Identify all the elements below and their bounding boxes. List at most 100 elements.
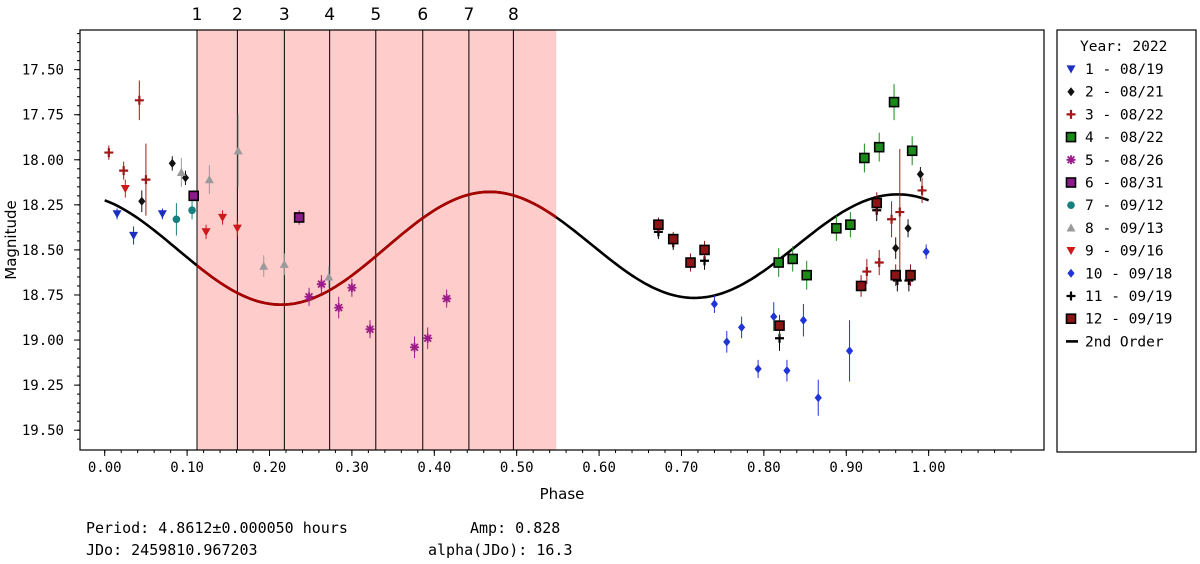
- data-point: [773, 257, 784, 268]
- x-tick-label: 0.70: [665, 460, 699, 476]
- legend-label-11: 11 - 09/19: [1085, 289, 1172, 305]
- series-5: [304, 275, 452, 359]
- legend-label-8: 8 - 09/13: [1085, 221, 1164, 237]
- legend-label-6: 6 - 08/31: [1085, 176, 1164, 192]
- data-point: [783, 366, 791, 376]
- data-point: [365, 324, 375, 334]
- series-7: [172, 201, 196, 236]
- data-point: [862, 267, 872, 277]
- data-point: [279, 259, 289, 268]
- data-point: [699, 244, 710, 256]
- data-point: [855, 280, 867, 292]
- y-tick-label: 18.00: [22, 153, 64, 169]
- marker-lines-layer: 1 2 3 4 5 6 7 8: [192, 5, 519, 450]
- data-point: [259, 261, 269, 270]
- y-tick-label: 19.50: [22, 423, 64, 439]
- series-8: [176, 114, 334, 288]
- x-axis: 0.00 0.10 0.20 0.30 0.40 0.50 0.60 0.70 0.80 0.90…: [88, 450, 1012, 476]
- data-points-layer: [104, 80, 930, 416]
- y-tick-label: 18.75: [22, 288, 64, 304]
- y-axis: 17.50 17.75 18.00 18.25 18.50 18.75 19.00 19.25…: [22, 33, 80, 440]
- legend-label-10: 10 - 09/18: [1085, 266, 1172, 282]
- data-point: [887, 214, 897, 224]
- y-tick-label: 19.00: [22, 333, 64, 349]
- legend-marker-4: [1065, 131, 1077, 143]
- amp-text: Amp: 0.828: [470, 519, 561, 537]
- y-axis-label: Magnitude: [2, 200, 20, 279]
- fit-curve-highlight: [196, 190, 557, 306]
- series-12: [653, 192, 916, 337]
- legend-label-3: 3 - 08/22: [1085, 107, 1164, 123]
- data-point: [895, 207, 905, 217]
- data-point: [831, 222, 842, 234]
- data-point: [845, 346, 854, 356]
- data-point: [293, 212, 305, 223]
- y-tick-label: 18.25: [22, 198, 64, 214]
- data-point: [138, 196, 146, 206]
- legend-marker-6: [1065, 177, 1077, 188]
- marker-label-6: 6: [417, 5, 428, 25]
- legend-label-12: 12 - 09/19: [1085, 312, 1172, 328]
- data-point: [119, 166, 129, 176]
- data-point: [423, 333, 433, 343]
- legend-label-5: 5 - 08/26: [1085, 153, 1164, 169]
- x-tick-label: 0.90: [829, 460, 863, 476]
- data-point: [324, 272, 334, 281]
- legend-label-1: 1 - 08/19: [1085, 62, 1164, 78]
- data-point: [710, 299, 719, 309]
- data-point: [685, 257, 696, 268]
- y-tick-label: 17.75: [22, 108, 64, 124]
- x-tick-label: 0.60: [582, 460, 616, 476]
- marker-label-3: 3: [279, 5, 290, 25]
- data-point: [845, 219, 856, 230]
- data-point: [774, 320, 785, 331]
- data-point: [754, 364, 762, 374]
- data-point: [787, 253, 799, 265]
- marker-label-1: 1: [192, 5, 203, 25]
- y-tick-label: 17.50: [22, 63, 64, 79]
- x-tick-label: 0.20: [253, 460, 287, 476]
- data-point: [334, 303, 344, 313]
- x-tick-label: 1.00: [912, 460, 946, 476]
- data-point: [922, 247, 930, 257]
- series-3: [104, 80, 927, 285]
- data-point: [653, 219, 664, 230]
- data-point: [667, 233, 679, 245]
- data-point: [304, 292, 314, 302]
- data-point: [410, 342, 420, 352]
- legend-marker-5: [1066, 155, 1076, 165]
- x-tick-label: 0.10: [170, 460, 204, 476]
- data-point: [347, 283, 357, 293]
- data-point: [814, 393, 822, 403]
- data-point: [141, 175, 151, 185]
- data-point: [168, 158, 176, 168]
- data-point: [172, 215, 181, 224]
- alpha-text: alpha(JDo): 16.3: [428, 541, 573, 559]
- data-point: [917, 185, 927, 195]
- series-4: [773, 84, 918, 290]
- x-tick-label: 0.50: [500, 460, 534, 476]
- x-tick-label: 0.30: [335, 460, 369, 476]
- x-tick-label: 0.40: [417, 460, 451, 476]
- data-point: [801, 269, 813, 281]
- fit-curve-layer: [104, 190, 930, 307]
- series-10: [710, 244, 930, 416]
- legend-label-9: 9 - 09/16: [1085, 244, 1164, 260]
- legend-marker-12: [1065, 313, 1077, 325]
- data-point: [905, 269, 916, 281]
- x-tick-label: 0.80: [747, 460, 781, 476]
- marker-label-2: 2: [232, 5, 243, 25]
- series-2: [138, 156, 925, 259]
- legend-marker-2: [1067, 87, 1075, 97]
- legend-marker-8: [1066, 223, 1076, 232]
- data-point: [134, 95, 144, 105]
- data-point: [770, 312, 778, 322]
- legend-box: [1056, 29, 1197, 453]
- marker-label-4: 4: [324, 5, 335, 25]
- data-point: [104, 148, 114, 158]
- x-tick-label: 0.00: [88, 460, 122, 476]
- shaded-region-layer: [196, 30, 557, 450]
- data-point: [188, 190, 200, 202]
- y-tick-label: 18.50: [22, 243, 64, 259]
